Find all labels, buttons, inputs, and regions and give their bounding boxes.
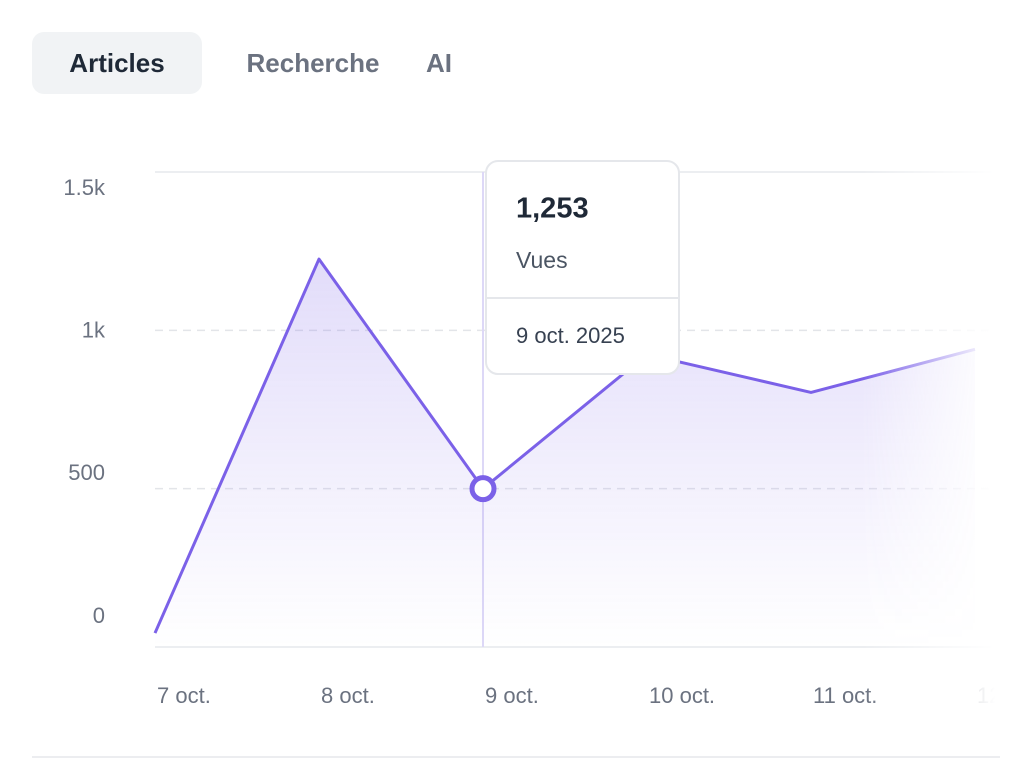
tab-label: Articles xyxy=(69,48,164,78)
y-tick-label: 1k xyxy=(82,317,106,342)
tooltip-box xyxy=(485,160,680,375)
tab[interactable]: AI xyxy=(426,48,452,78)
x-tick-label: 12 oct. xyxy=(977,683,1026,708)
tab-label: AI xyxy=(426,48,452,78)
hover-point xyxy=(469,475,497,503)
x-tick-label: 8 oct. xyxy=(321,683,375,708)
tab-label: Recherche xyxy=(247,48,380,78)
tooltip-value: 1,253 xyxy=(516,193,589,225)
tab-bg xyxy=(32,32,202,94)
x-tick-label: 9 oct. xyxy=(485,683,539,708)
x-tick-label: 7 oct. xyxy=(157,683,211,708)
y-tick-label: 500 xyxy=(68,460,105,485)
line xyxy=(153,257,976,634)
y-tick-label: 1.5k xyxy=(63,175,106,200)
tab[interactable]: Articles xyxy=(32,32,202,94)
x-tick-label: 11 oct. xyxy=(813,683,877,708)
tab[interactable]: Recherche xyxy=(247,48,380,78)
y-tick-label: 0 xyxy=(93,603,105,628)
x-tick-label: 10 oct. xyxy=(649,683,715,708)
tooltip-series: Vues xyxy=(516,247,568,273)
area xyxy=(155,259,975,647)
tooltip-date: 9 oct. 2025 xyxy=(516,323,625,348)
